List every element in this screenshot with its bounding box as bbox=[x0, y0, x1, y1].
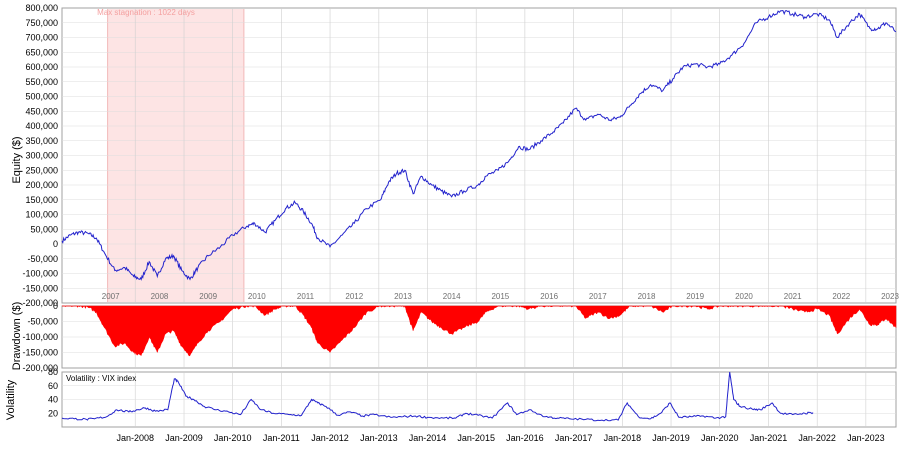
volatility-x-tick-label: Jan-2008 bbox=[116, 433, 154, 443]
equity-year-label: 2021 bbox=[784, 292, 802, 301]
equity-y-tick-label: 550,000 bbox=[25, 77, 58, 87]
equity-y-tick-label: -150,000 bbox=[22, 283, 58, 293]
equity-year-label: 2009 bbox=[199, 292, 217, 301]
equity-y-tick-label: 400,000 bbox=[25, 121, 58, 131]
volatility-x-tick-label: Jan-2012 bbox=[311, 433, 349, 443]
equity-panel: -200,000 -150,000 -100,000 -50,000 0 50,000 10… bbox=[11, 3, 899, 308]
equity-year-label: 2008 bbox=[151, 292, 169, 301]
volatility-x-tick-label: Jan-2022 bbox=[798, 433, 836, 443]
equity-y-tick-label: 200,000 bbox=[25, 180, 58, 190]
volatility-x-tick-label: Jan-2009 bbox=[165, 433, 203, 443]
volatility-y-tick-label: 40 bbox=[48, 395, 58, 405]
drawdown-area bbox=[62, 305, 897, 357]
volatility-panel: Jan-2008 Jan-2009 Jan-2010 Jan-2011 Jan-2012… bbox=[5, 367, 897, 443]
equity-y-tick-label: 650,000 bbox=[25, 47, 58, 57]
drawdown-panel: -200,000 -150,000 -100,000 -50,000 0 Drawdow… bbox=[11, 301, 897, 373]
equity-y-tick-label: 450,000 bbox=[25, 106, 58, 116]
volatility-x-tick-label: Jan-2013 bbox=[360, 433, 398, 443]
stagnation-annotation: Max stagnation : 1022 days bbox=[97, 8, 195, 17]
equity-ylabel: Equity ($) bbox=[11, 136, 23, 183]
equity-year-label: 2013 bbox=[394, 292, 412, 301]
equity-y-tick-label: 300,000 bbox=[25, 151, 58, 161]
volatility-y-tick-label: 80 bbox=[48, 367, 58, 377]
equity-year-label: 2010 bbox=[248, 292, 266, 301]
equity-year-label: 2023 bbox=[881, 292, 899, 301]
equity-year-label: 2014 bbox=[443, 292, 461, 301]
equity-year-label: 2022 bbox=[832, 292, 850, 301]
volatility-legend: Volatility : VIX index bbox=[66, 374, 136, 383]
equity-y-tick-label: -100,000 bbox=[22, 269, 58, 279]
volatility-x-tick-label: Jan-2023 bbox=[847, 433, 885, 443]
volatility-x-tick-label: Jan-2020 bbox=[701, 433, 739, 443]
drawdown-y-tick-label: -200,000 bbox=[22, 363, 58, 373]
drawdown-content: -200,000 -150,000 -100,000 -50,000 0 bbox=[22, 301, 897, 373]
volatility-x-tick-label: Jan-2016 bbox=[506, 433, 544, 443]
equity-year-label: 2020 bbox=[735, 292, 753, 301]
volatility-x-tick-label: Jan-2018 bbox=[604, 433, 642, 443]
volatility-x-tick-label: Jan-2010 bbox=[214, 433, 252, 443]
volatility-series-line bbox=[61, 371, 814, 422]
volatility-x-tick-label: Jan-2015 bbox=[457, 433, 495, 443]
equity-y-tick-label: 500,000 bbox=[25, 92, 58, 102]
equity-y-tick-label: 700,000 bbox=[25, 33, 58, 43]
equity-y-tick-label: -50,000 bbox=[27, 254, 58, 264]
equity-y-tick-label: 250,000 bbox=[25, 165, 58, 175]
equity-year-label: 2019 bbox=[686, 292, 704, 301]
equity-y-tick-label: 750,000 bbox=[25, 18, 58, 28]
equity-y-tick-label: 800,000 bbox=[25, 3, 58, 13]
equity-year-label: 2015 bbox=[491, 292, 509, 301]
drawdown-y-tick-label: -150,000 bbox=[22, 348, 58, 358]
equity-content: -200,000 -150,000 -100,000 -50,000 0 50,000 10… bbox=[22, 3, 899, 308]
volatility-x-tick-label: Jan-2019 bbox=[652, 433, 690, 443]
equity-series-line bbox=[61, 9, 897, 281]
equity-y-tick-label: 600,000 bbox=[25, 62, 58, 72]
equity-y-tick-label: 0 bbox=[53, 239, 58, 249]
drawdown-ylabel: Drawdown ($) bbox=[11, 302, 23, 370]
volatility-y-tick-label: 60 bbox=[48, 381, 58, 391]
volatility-content: Jan-2008 Jan-2009 Jan-2010 Jan-2011 Jan-2012… bbox=[48, 367, 896, 443]
equity-year-label: 2012 bbox=[345, 292, 363, 301]
equity-y-tick-label: 50,000 bbox=[30, 224, 58, 234]
equity-year-label: 2017 bbox=[589, 292, 607, 301]
volatility-x-tick-label: Jan-2017 bbox=[555, 433, 593, 443]
equity-y-tick-label: 350,000 bbox=[25, 136, 58, 146]
equity-y-tick-label: -200,000 bbox=[22, 298, 58, 308]
equity-year-label: 2007 bbox=[102, 292, 120, 301]
equity-year-label: 2011 bbox=[297, 292, 315, 301]
volatility-x-tick-label: Jan-2021 bbox=[750, 433, 788, 443]
equity-y-tick-label: 100,000 bbox=[25, 210, 58, 220]
equity-year-label: 2016 bbox=[540, 292, 558, 301]
drawdown-y-tick-label: -100,000 bbox=[22, 332, 58, 342]
drawdown-y-tick-label: 0 bbox=[53, 301, 58, 311]
equity-year-label: 2018 bbox=[638, 292, 656, 301]
equity-y-tick-label: 150,000 bbox=[25, 195, 58, 205]
volatility-y-tick-label: 20 bbox=[48, 408, 58, 418]
volatility-x-tick-label: Jan-2011 bbox=[263, 433, 300, 443]
volatility-x-tick-label: Jan-2014 bbox=[409, 433, 447, 443]
volatility-ylabel: Volatility bbox=[5, 379, 17, 420]
drawdown-y-tick-label: -50,000 bbox=[27, 317, 58, 327]
